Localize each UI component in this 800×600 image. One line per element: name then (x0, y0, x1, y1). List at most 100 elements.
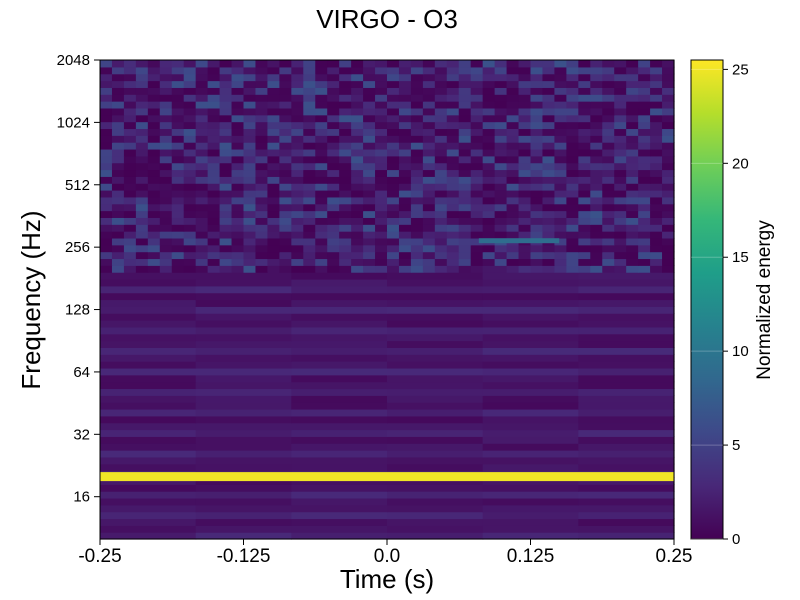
heatmap-cell (566, 66, 579, 75)
heatmap-cell (482, 320, 579, 328)
heatmap-cell (410, 94, 424, 102)
heatmap-cell (339, 155, 352, 164)
heatmap-cell (100, 87, 113, 95)
heatmap-cell (171, 128, 185, 136)
heatmap-cell (602, 80, 615, 88)
heatmap-cell (207, 265, 221, 273)
heatmap-cell (195, 367, 292, 376)
heatmap-cell (470, 224, 484, 232)
heatmap-cell (111, 66, 125, 75)
heatmap-cell (470, 203, 484, 212)
heatmap-cell (602, 101, 615, 109)
heatmap-cell (267, 128, 280, 136)
heatmap-cell (410, 210, 424, 218)
heatmap-cell (578, 518, 675, 526)
heatmap-cell (171, 87, 185, 95)
heatmap-cell (387, 381, 484, 390)
heatmap-cell (303, 231, 316, 239)
heatmap-cell (147, 196, 161, 205)
heatmap-cell (410, 80, 424, 88)
heatmap-cell (578, 388, 675, 396)
heatmap-cell (482, 176, 496, 184)
heatmap-cell (590, 80, 603, 88)
heatmap-cell (578, 148, 591, 157)
heatmap-cell (446, 142, 460, 150)
heatmap-cell (183, 121, 197, 130)
heatmap-cell (590, 176, 603, 184)
heatmap-cell (518, 217, 532, 225)
heatmap-cell (195, 484, 292, 492)
heatmap-cell (458, 80, 472, 88)
heatmap-cell (159, 121, 173, 130)
heatmap-cell (291, 87, 304, 95)
heatmap-cell (590, 142, 603, 150)
heatmap-cell (351, 196, 364, 205)
heatmap-cell (626, 114, 639, 123)
heatmap-cell (279, 107, 292, 116)
heatmap-cell (482, 80, 496, 88)
heatmap-cell (410, 203, 424, 212)
heatmap-cell (446, 237, 460, 246)
heatmap-cell (171, 148, 185, 157)
heatmap-cell (566, 155, 579, 164)
heatmap-cell (662, 128, 675, 136)
heatmap-cell (626, 60, 639, 68)
heatmap-cell (100, 224, 113, 232)
heatmap-cell (446, 210, 460, 218)
heatmap-cell (602, 66, 615, 75)
heatmap-cell (638, 224, 651, 232)
heatmap-cell (554, 210, 567, 218)
heatmap-cell (458, 190, 472, 198)
heatmap-cell (327, 94, 340, 102)
heatmap-cell (207, 231, 221, 239)
heatmap-cell (147, 135, 161, 143)
x-tick-label: 0.125 (507, 546, 555, 567)
heatmap-cell (351, 237, 364, 246)
heatmap-cell (135, 94, 149, 102)
heatmap-cell (159, 94, 173, 102)
heatmap-cell (387, 306, 484, 314)
heatmap-cell (315, 258, 328, 266)
heatmap-cell (100, 142, 113, 150)
heatmap-cell (387, 450, 484, 458)
heatmap-cell (291, 340, 388, 348)
heatmap-cell (482, 422, 579, 431)
heatmap-cell (566, 142, 579, 150)
heatmap-cell (470, 265, 484, 273)
heatmap-cell (494, 176, 508, 184)
heatmap-cell (171, 231, 185, 239)
heatmap-cell (195, 504, 292, 513)
heatmap-cell (315, 244, 328, 253)
heatmap-cell (482, 484, 579, 492)
heatmap-cell (650, 73, 663, 82)
heatmap-cell (638, 128, 651, 136)
heatmap-cell (123, 224, 137, 232)
heatmap-cell (578, 463, 675, 472)
heatmap-cell (518, 94, 532, 102)
heatmap-cell (195, 237, 209, 246)
heatmap-cell (183, 258, 197, 266)
heatmap-cell (183, 237, 197, 246)
heatmap-cell (100, 347, 197, 355)
heatmap-cell (387, 148, 400, 157)
heatmap-cell (578, 306, 675, 314)
heatmap-cell (662, 80, 675, 88)
heatmap-cell (375, 224, 388, 232)
heatmap-cell (207, 244, 221, 253)
heatmap-cell (602, 60, 615, 68)
heatmap-cell (303, 66, 316, 75)
heatmap-cell (111, 148, 125, 157)
heatmap-cell (195, 176, 209, 184)
heatmap-cell (123, 217, 137, 225)
heatmap-cell (339, 135, 352, 143)
heatmap-cell (111, 128, 125, 136)
heatmap-cell (291, 217, 304, 225)
heatmap-cell (387, 224, 400, 232)
heatmap-cell (171, 135, 185, 143)
heatmap-cell (422, 265, 436, 273)
heatmap-cell (566, 148, 579, 157)
heatmap-cell (518, 190, 532, 198)
heatmap-cell (590, 128, 603, 136)
heatmap-cell (231, 73, 245, 82)
